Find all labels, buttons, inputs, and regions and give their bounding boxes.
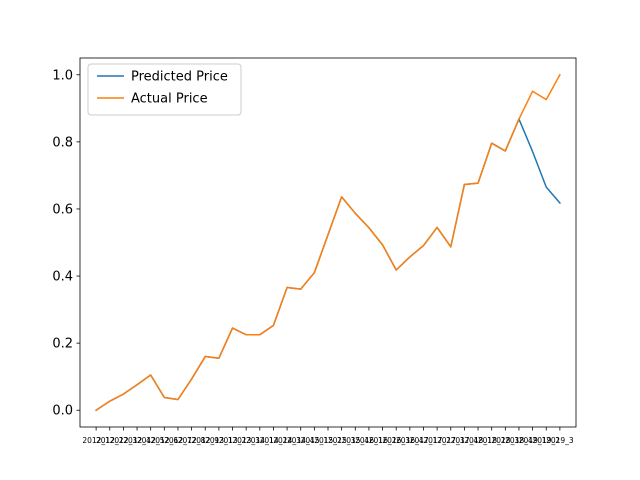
x-tick-label: 2019_1 [519,436,547,445]
x-tick-label: 2017_2 [423,436,451,445]
x-tick-label: 2012_6 [151,436,179,445]
legend-box [87,63,242,116]
x-tick-label: 2012_4 [123,436,151,445]
legend-label: Actual Price [131,92,208,107]
x-tick-label: 2014_3 [273,436,301,445]
x-tick-label: 2016_4 [396,436,424,445]
x-tick-label: 2017_3 [437,436,465,445]
x-tick-label: 2018_4 [505,436,533,445]
x-tick-label: 2016_3 [382,436,410,445]
y-tick-label: 0.0 [52,404,73,419]
x-tick-label: 2015_1 [301,436,329,445]
x-tick-label: 2013_3 [232,436,260,445]
x-tick-label: 2019_3 [546,436,574,445]
x-tick-label: 2018_2 [478,436,506,445]
y-tick-label: 1.0 [52,68,73,83]
x-tick-label: 2018_1 [464,436,492,445]
x-tick-label: 2014_4 [287,436,315,445]
x-tick-label: 2014_1 [246,436,274,445]
x-tick-label: 2015_3 [328,436,356,445]
x-tick-label: 2017_4 [451,436,479,445]
x-tick-label: 2017_1 [410,436,438,445]
y-tick-label: 0.2 [52,337,73,352]
x-tick-label: 2016_1 [355,436,383,445]
y-tick-label: 0.8 [52,135,73,150]
x-tick-label: 2016_2 [369,436,397,445]
x-tick-label: 2012_9 [191,436,219,445]
x-tick-label: 2013_2 [219,436,247,445]
plot-area: 0.00.20.40.60.81.02012_12012_22012_32012… [52,57,577,445]
x-tick-label: 2015_4 [341,436,369,445]
x-tick-label: 2019_2 [532,436,560,445]
x-tick-label: 2015_2 [314,436,342,445]
x-tick-label: 2012_7 [164,436,192,445]
x-tick-label: 2012_1 [82,436,110,445]
y-tick-label: 0.4 [52,270,73,285]
legend-label: Predicted Price [131,70,228,85]
x-tick-label: 2012_8 [178,436,206,445]
y-tick-label: 0.6 [52,202,73,217]
x-tick-label: 2012_2 [96,436,124,445]
series-line-actual-price [95,73,561,412]
x-tick-label: 2012_5 [137,436,165,445]
x-tick-label: 2018_3 [492,436,520,445]
x-tick-label: 2013_1 [205,436,233,445]
x-tick-label: 2014_2 [260,436,288,445]
x-tick-label: 2012_3 [110,436,138,445]
